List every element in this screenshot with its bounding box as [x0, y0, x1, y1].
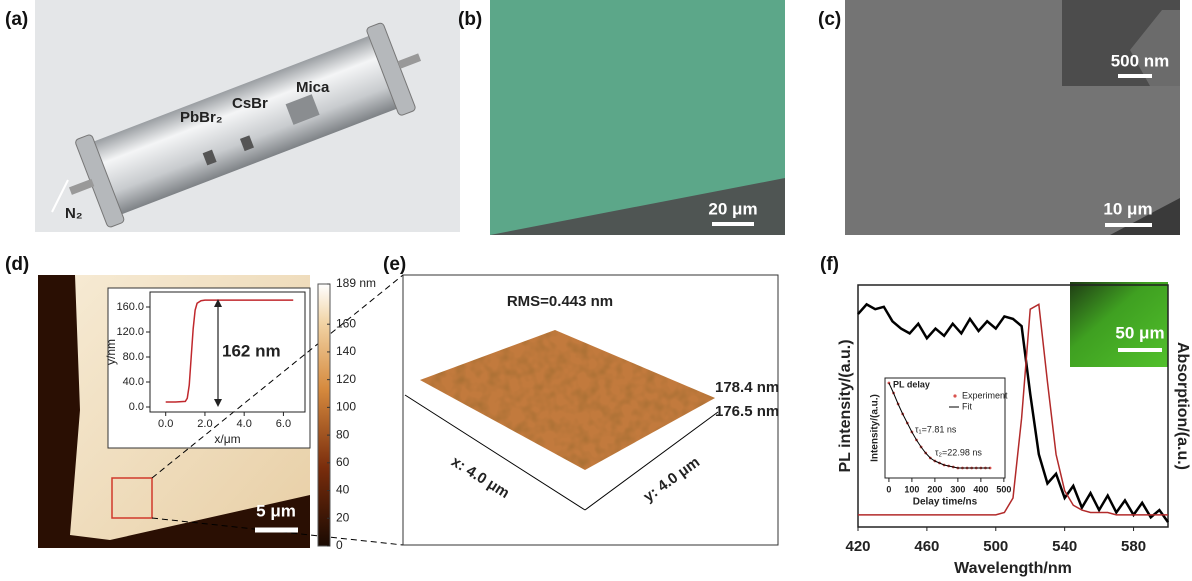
- panel-label: (e): [383, 254, 406, 275]
- annotation: τ₁=7.81 ns: [915, 424, 957, 434]
- colorbar-label: 60: [336, 455, 350, 469]
- legend-label: Experiment: [962, 390, 1008, 400]
- label: Mica: [296, 79, 330, 96]
- colorbar-label: 189 nm: [336, 276, 376, 290]
- colorbar-label: 160: [336, 316, 356, 330]
- colorbar-label: 40: [336, 483, 350, 497]
- figure: (a) PbBr₂ CsBr Mica N₂ 20 μm (b) 500 nm …: [0, 0, 1192, 581]
- annotation: 162 nm: [222, 341, 281, 360]
- x-tick-label: 100: [904, 484, 919, 494]
- scale-label: 20 μm: [708, 199, 757, 218]
- x-tick-label: 540: [1052, 538, 1077, 555]
- panel-label: (b): [458, 9, 482, 30]
- panel-label: (f): [820, 254, 839, 275]
- x-tick-label: 460: [914, 538, 939, 555]
- colorbar-label: 20: [336, 510, 350, 524]
- y2-axis-label: Absorption/(a.u.): [1174, 342, 1191, 470]
- x-tick-label: 300: [950, 484, 965, 494]
- x-axis-label: x/μm: [214, 432, 240, 446]
- panel-label: (c): [818, 9, 841, 30]
- label: CsBr: [232, 95, 268, 112]
- colorbar-label: 140: [336, 344, 356, 358]
- x-tick-label: 0.0: [158, 418, 173, 430]
- x-tick-label: 0: [886, 484, 891, 494]
- y-tick-label: 160.0: [116, 301, 144, 313]
- y-tick-label: 40.0: [123, 376, 144, 388]
- x-tick-label: 400: [973, 484, 988, 494]
- x-tick-label: 200: [927, 484, 942, 494]
- x-tick-label: 2.0: [197, 418, 212, 430]
- x-tick-label: 6.0: [276, 418, 291, 430]
- x-axis-label: Delay time/ns: [913, 497, 978, 508]
- x-axis-label: Wavelength/nm: [954, 560, 1072, 577]
- y-tick-label: 120.0: [116, 326, 144, 338]
- legend-label: Fit: [962, 401, 972, 411]
- label: N₂: [65, 205, 83, 222]
- legend-marker: [953, 394, 956, 397]
- colorbar-label: 120: [336, 372, 356, 386]
- panel-label: (d): [5, 254, 29, 275]
- z-max: 178.4 nm: [715, 379, 779, 396]
- x-tick-label: 500: [983, 538, 1008, 555]
- panel-label: (a): [5, 9, 28, 30]
- z-min: 176.5 nm: [715, 403, 779, 420]
- colorbar-label: 100: [336, 400, 356, 414]
- y-axis-label: PL intensity/(a.u.): [837, 339, 854, 472]
- inset-title: PL delay: [893, 379, 930, 389]
- label: PbBr₂: [180, 109, 223, 126]
- colorbar-label: 0: [336, 538, 343, 552]
- x-tick-label: 580: [1121, 538, 1146, 555]
- y-axis-label: y/nm: [104, 339, 118, 365]
- scale-label: 50 μm: [1115, 323, 1164, 342]
- x-tick-label: 500: [996, 484, 1011, 494]
- y-tick-label: 80.0: [123, 351, 144, 363]
- x-tick-label: 420: [845, 538, 870, 555]
- y-axis-label: Intensity/(a.u.): [870, 394, 881, 462]
- scale-label: 10 μm: [1103, 199, 1152, 218]
- scale-label: 500 nm: [1111, 51, 1170, 70]
- scale-label: 5 μm: [256, 501, 296, 520]
- x-tick-label: 4.0: [237, 418, 252, 430]
- annotation: τ₂=22.98 ns: [935, 447, 982, 457]
- rms-label: RMS=0.443 nm: [507, 293, 613, 310]
- colorbar-label: 80: [336, 427, 350, 441]
- colorbar: [318, 284, 330, 546]
- y-tick-label: 0.0: [129, 401, 144, 413]
